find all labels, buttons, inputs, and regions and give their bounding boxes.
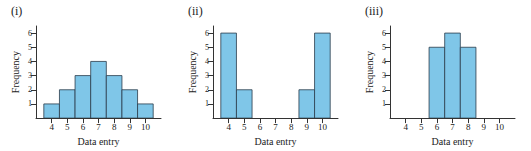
svg-text:4: 4 [205, 57, 209, 66]
svg-text:5: 5 [382, 43, 386, 52]
svg-text:8: 8 [466, 122, 471, 132]
svg-text:6: 6 [28, 29, 32, 38]
svg-text:3: 3 [205, 71, 209, 80]
svg-text:9: 9 [482, 122, 487, 132]
svg-text:10: 10 [141, 122, 151, 132]
svg-text:5: 5 [242, 122, 247, 132]
svg-text:4: 4 [226, 122, 231, 132]
svg-text:4: 4 [403, 122, 408, 132]
svg-text:4: 4 [49, 122, 54, 132]
svg-text:5: 5 [205, 43, 209, 52]
svg-text:4: 4 [382, 57, 386, 66]
svg-text:Frequency: Frequency [187, 51, 198, 93]
svg-text:Data entry: Data entry [432, 136, 474, 147]
svg-text:5: 5 [28, 43, 32, 52]
svg-text:(i): (i) [11, 4, 22, 18]
svg-text:8: 8 [112, 122, 117, 132]
svg-text:3: 3 [382, 71, 386, 80]
svg-text:6: 6 [382, 29, 386, 38]
svg-text:9: 9 [305, 122, 310, 132]
svg-text:5: 5 [65, 122, 70, 132]
svg-text:Frequency: Frequency [364, 51, 375, 93]
svg-text:9: 9 [128, 122, 133, 132]
svg-text:6: 6 [81, 122, 86, 132]
svg-text:1: 1 [205, 99, 209, 108]
svg-text:Frequency: Frequency [10, 51, 21, 93]
svg-text:2: 2 [382, 85, 386, 94]
svg-text:6: 6 [205, 29, 209, 38]
svg-text:7: 7 [450, 122, 455, 132]
svg-text:2: 2 [205, 85, 209, 94]
svg-text:2: 2 [28, 85, 32, 94]
svg-text:4: 4 [28, 57, 32, 66]
svg-text:(iii): (iii) [365, 4, 383, 18]
svg-text:Data entry: Data entry [255, 136, 297, 147]
svg-text:10: 10 [495, 122, 505, 132]
svg-text:10: 10 [318, 122, 328, 132]
svg-text:1: 1 [28, 99, 32, 108]
svg-text:(ii): (ii) [188, 4, 203, 18]
svg-text:6: 6 [435, 122, 440, 132]
svg-text:7: 7 [96, 122, 101, 132]
svg-text:3: 3 [28, 71, 32, 80]
svg-text:7: 7 [273, 122, 278, 132]
svg-text:5: 5 [419, 122, 424, 132]
svg-text:8: 8 [289, 122, 294, 132]
svg-text:1: 1 [382, 99, 386, 108]
svg-text:Data entry: Data entry [78, 136, 120, 147]
svg-text:6: 6 [258, 122, 263, 132]
